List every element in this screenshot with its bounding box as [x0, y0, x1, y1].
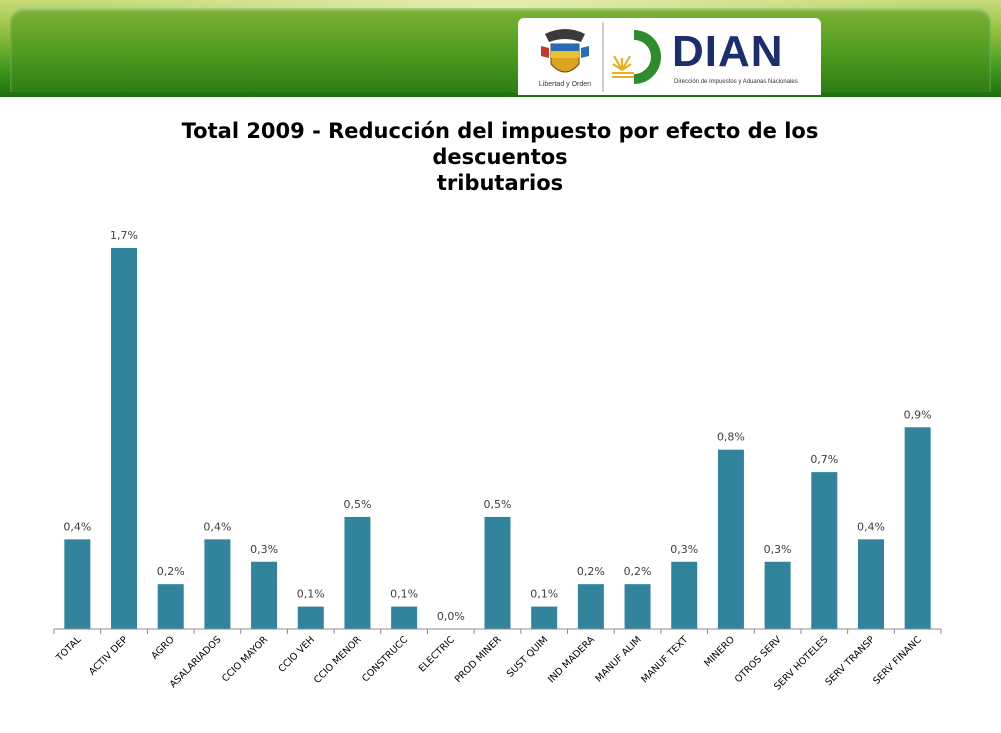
- bar-activ-dep: [111, 248, 138, 629]
- data-label: 0,2%: [157, 565, 185, 578]
- dian-sun-logo-icon: [612, 30, 661, 84]
- bar-manuf-text: [671, 561, 698, 629]
- category-label: MANUF TEXT: [639, 634, 690, 685]
- data-label: 1,7%: [110, 229, 138, 242]
- bar-otros-serv: [764, 561, 791, 629]
- category-label: TOTAL: [54, 634, 84, 664]
- bar-ccio-menor: [344, 516, 371, 629]
- chart-title: Total 2009 - Reducción del impuesto por …: [181, 119, 819, 195]
- category-label: CONSTRUCC: [360, 634, 410, 684]
- category-label: CCIO MENOR: [312, 634, 364, 686]
- header-band: [10, 8, 991, 92]
- data-label: 0,4%: [203, 520, 231, 533]
- bar-serv-hoteles: [811, 472, 838, 629]
- bar-agro: [157, 584, 184, 629]
- bar-prod-miner: [484, 516, 511, 629]
- data-label: 0,3%: [250, 543, 278, 556]
- category-label: SERV FINANC: [871, 634, 924, 687]
- category-label: ELECTRIC: [417, 634, 457, 674]
- bar-minero: [717, 449, 744, 629]
- data-label: 0,1%: [530, 588, 558, 601]
- category-label: PROD MINER: [453, 634, 504, 685]
- bar-serv-financ: [904, 427, 931, 629]
- crest-caption: Libertad y Orden: [538, 81, 592, 88]
- bar-manuf-alim: [624, 584, 651, 629]
- category-label: MINERO: [702, 634, 737, 669]
- data-label: 0,5%: [484, 498, 512, 511]
- data-label: 0,4%: [857, 520, 885, 533]
- data-label: 0,8%: [717, 431, 745, 444]
- category-label: SUST QUIM: [505, 634, 550, 679]
- data-label: 0,1%: [297, 588, 325, 601]
- category-label: ACTIV DEP: [87, 634, 130, 677]
- bar-ccio-veh: [297, 606, 324, 629]
- data-label: 0,3%: [764, 543, 792, 556]
- bar-sust-quim: [531, 606, 558, 629]
- bar-ccio-mayor: [251, 561, 278, 629]
- logo-divider: [602, 22, 604, 92]
- data-label: 0,2%: [577, 565, 605, 578]
- bar-serv-transp: [857, 539, 884, 629]
- data-label: 0,7%: [810, 453, 838, 466]
- data-label: 0,4%: [63, 520, 91, 533]
- data-label: 0,1%: [390, 588, 418, 601]
- data-label: 0,0%: [437, 610, 465, 623]
- bar-construcc: [391, 606, 418, 629]
- data-label: 0,2%: [624, 565, 652, 578]
- category-label: CCIO VEH: [276, 634, 316, 674]
- category-label: MANUF ALIM: [593, 634, 643, 684]
- bar-total: [64, 539, 91, 629]
- dian-logo-text: DIAN: [672, 27, 784, 76]
- category-label: IND MADERA: [546, 634, 597, 685]
- bar-ind-madera: [577, 584, 604, 629]
- dian-logo-subtitle: Dirección de Impuestos y Aduanas Naciona…: [674, 79, 798, 85]
- category-label: OTROS SERV: [733, 634, 784, 685]
- category-label: AGRO: [149, 634, 176, 661]
- colombia-crest-icon: [541, 29, 589, 73]
- bar-asalariados: [204, 539, 231, 629]
- category-label: SERV TRANSP: [823, 634, 877, 688]
- category-label: CCIO MAYOR: [220, 634, 270, 684]
- data-label: 0,3%: [670, 543, 698, 556]
- data-label: 0,5%: [343, 498, 371, 511]
- data-label: 0,9%: [904, 408, 932, 421]
